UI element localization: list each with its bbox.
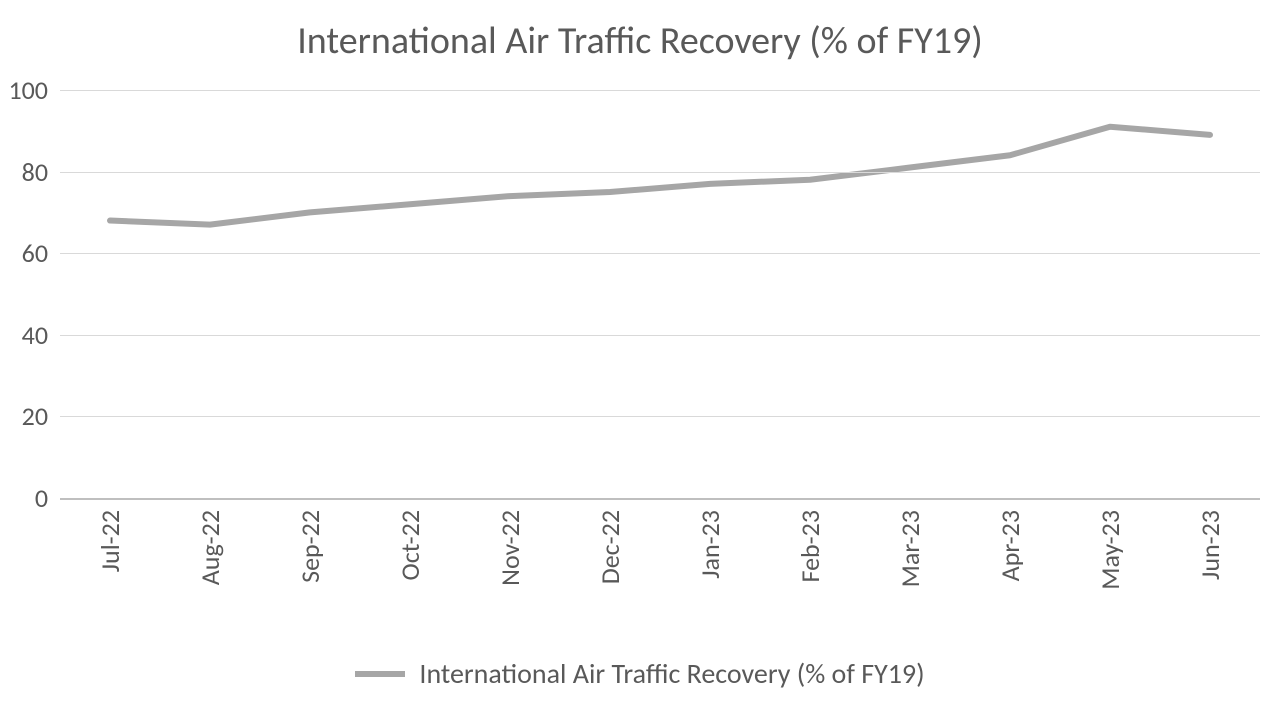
y-tick-label: 80 bbox=[22, 156, 48, 188]
x-tick-label: Dec-22 bbox=[594, 510, 626, 584]
gridline bbox=[60, 498, 1260, 500]
gridline bbox=[60, 253, 1260, 254]
y-tick-label: 0 bbox=[35, 482, 48, 514]
x-tick-label: Jul-22 bbox=[94, 510, 126, 572]
x-tick-label: Jan-23 bbox=[694, 510, 726, 579]
x-tick-label: Nov-22 bbox=[494, 510, 526, 586]
gridline bbox=[60, 90, 1260, 91]
x-tick-label: Mar-23 bbox=[894, 510, 926, 587]
legend-swatch bbox=[355, 671, 405, 677]
x-tick-label: Jun-23 bbox=[1194, 510, 1226, 580]
x-tick-label: Oct-22 bbox=[394, 510, 426, 580]
gridline bbox=[60, 335, 1260, 336]
y-tick-label: 60 bbox=[22, 237, 48, 269]
x-tick-label: Sep-22 bbox=[294, 510, 326, 583]
x-tick-label: Aug-22 bbox=[194, 510, 226, 585]
line-series-layer bbox=[60, 90, 1260, 498]
legend-label: International Air Traffic Recovery (% of… bbox=[419, 656, 924, 691]
x-tick-label: May-23 bbox=[1094, 510, 1126, 590]
legend: International Air Traffic Recovery (% of… bbox=[0, 656, 1280, 691]
chart-title: International Air Traffic Recovery (% of… bbox=[0, 18, 1280, 64]
y-tick-label: 40 bbox=[22, 319, 48, 351]
plot-area: 020406080100Jul-22Aug-22Sep-22Oct-22Nov-… bbox=[60, 90, 1260, 498]
y-tick-label: 20 bbox=[22, 400, 48, 432]
y-tick-label: 100 bbox=[8, 74, 48, 106]
gridline bbox=[60, 172, 1260, 173]
x-tick-label: Apr-23 bbox=[994, 510, 1026, 581]
x-tick-label: Feb-23 bbox=[794, 510, 826, 582]
chart-container: International Air Traffic Recovery (% of… bbox=[0, 0, 1280, 720]
gridline bbox=[60, 416, 1260, 417]
line-series bbox=[110, 127, 1210, 225]
